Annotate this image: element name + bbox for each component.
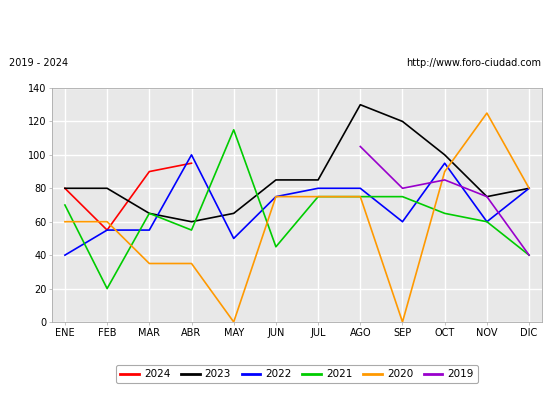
Legend: 2024, 2023, 2022, 2021, 2020, 2019: 2024, 2023, 2022, 2021, 2020, 2019 bbox=[116, 365, 478, 384]
Text: 2019 - 2024: 2019 - 2024 bbox=[9, 58, 68, 68]
Text: http://www.foro-ciudad.com: http://www.foro-ciudad.com bbox=[406, 58, 541, 68]
Text: Evolucion Nº Turistas Extranjeros en el municipio de Gordexola: Evolucion Nº Turistas Extranjeros en el … bbox=[65, 16, 485, 30]
